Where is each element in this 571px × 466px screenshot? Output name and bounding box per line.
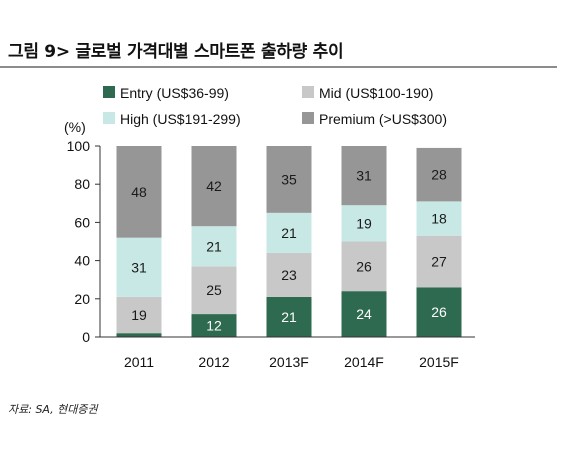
data-label: 31 <box>131 259 147 275</box>
data-label: 27 <box>431 254 447 270</box>
x-tick-label: 2011 <box>124 354 154 370</box>
x-axis: 2011 2012 2013F 2014F 2015F <box>100 336 475 370</box>
x-tick-label: 2015F <box>419 354 459 370</box>
bar-segment <box>266 252 312 297</box>
bar-segment <box>116 237 162 297</box>
data-label: 26 <box>356 258 372 274</box>
bar-segment <box>266 296 312 337</box>
legend-label: Mid (US$100-190) <box>319 85 433 101</box>
bar-segment <box>191 266 237 315</box>
data-label: 35 <box>281 171 297 187</box>
bar-segment <box>416 147 462 202</box>
chart-title: 그림 9> 글로벌 가격대별 스마트폰 출하량 추이 <box>8 42 344 62</box>
bar-segment <box>341 241 387 292</box>
y-axis: 0 20 40 60 80 100 <box>67 138 101 345</box>
bar-segment <box>191 146 237 227</box>
data-label: 21 <box>281 225 297 241</box>
y-tick-label: 20 <box>74 291 90 307</box>
bar-segment <box>416 235 462 288</box>
legend-label: Premium (>US$300) <box>319 111 447 127</box>
x-tick-label: 2014F <box>344 354 384 370</box>
data-label: 19 <box>131 307 147 323</box>
data-label: 24 <box>356 306 372 322</box>
bar-segment <box>416 287 462 337</box>
legend-swatch <box>103 86 115 98</box>
legend: Entry (US$36-99) Mid (US$100-190) High (US… <box>103 85 447 127</box>
data-label: 18 <box>431 211 447 227</box>
bar-segment <box>341 291 387 337</box>
bar-segment <box>191 314 237 337</box>
y-tick-label: 0 <box>82 329 90 345</box>
bar-segment <box>116 146 162 238</box>
x-tick-label: 2013F <box>269 354 309 370</box>
bar-segment <box>416 201 462 236</box>
bar-segment <box>341 205 387 242</box>
bar-segment <box>116 333 162 337</box>
bar-segment <box>266 212 312 253</box>
legend-swatch <box>302 86 314 98</box>
legend-swatch <box>302 112 314 124</box>
x-tick-label: 2012 <box>198 354 229 370</box>
data-label: 25 <box>206 282 222 298</box>
y-tick-label: 60 <box>74 214 90 230</box>
bar-segment <box>341 146 387 206</box>
y-tick-label: 100 <box>67 138 91 154</box>
y-axis-label: (%) <box>64 119 86 135</box>
data-label: 31 <box>356 168 372 184</box>
data-label: 12 <box>206 318 222 334</box>
data-label: 23 <box>281 267 297 283</box>
data-label: 21 <box>206 238 222 254</box>
data-label: 28 <box>431 167 447 183</box>
bar-segment <box>191 226 237 267</box>
bar-segment <box>266 146 312 213</box>
legend-swatch <box>103 112 115 124</box>
data-label: 42 <box>206 178 222 194</box>
legend-label: Entry (US$36-99) <box>120 85 229 101</box>
title-divider <box>0 66 557 68</box>
bar-segment <box>116 296 162 334</box>
source-note: 자료: SA, 현대증권 <box>8 403 98 416</box>
data-label: 26 <box>431 304 447 320</box>
y-tick-label: 40 <box>74 253 90 269</box>
data-label: 19 <box>356 215 372 231</box>
y-tick-label: 80 <box>74 176 90 192</box>
data-label: 21 <box>281 309 297 325</box>
bars: 19 31 48 12 25 21 42 21 23 21 35 24 26 19 31 26 27 18 28 <box>116 146 462 337</box>
legend-label: High (US$191-299) <box>120 111 241 127</box>
data-label: 48 <box>131 184 147 200</box>
